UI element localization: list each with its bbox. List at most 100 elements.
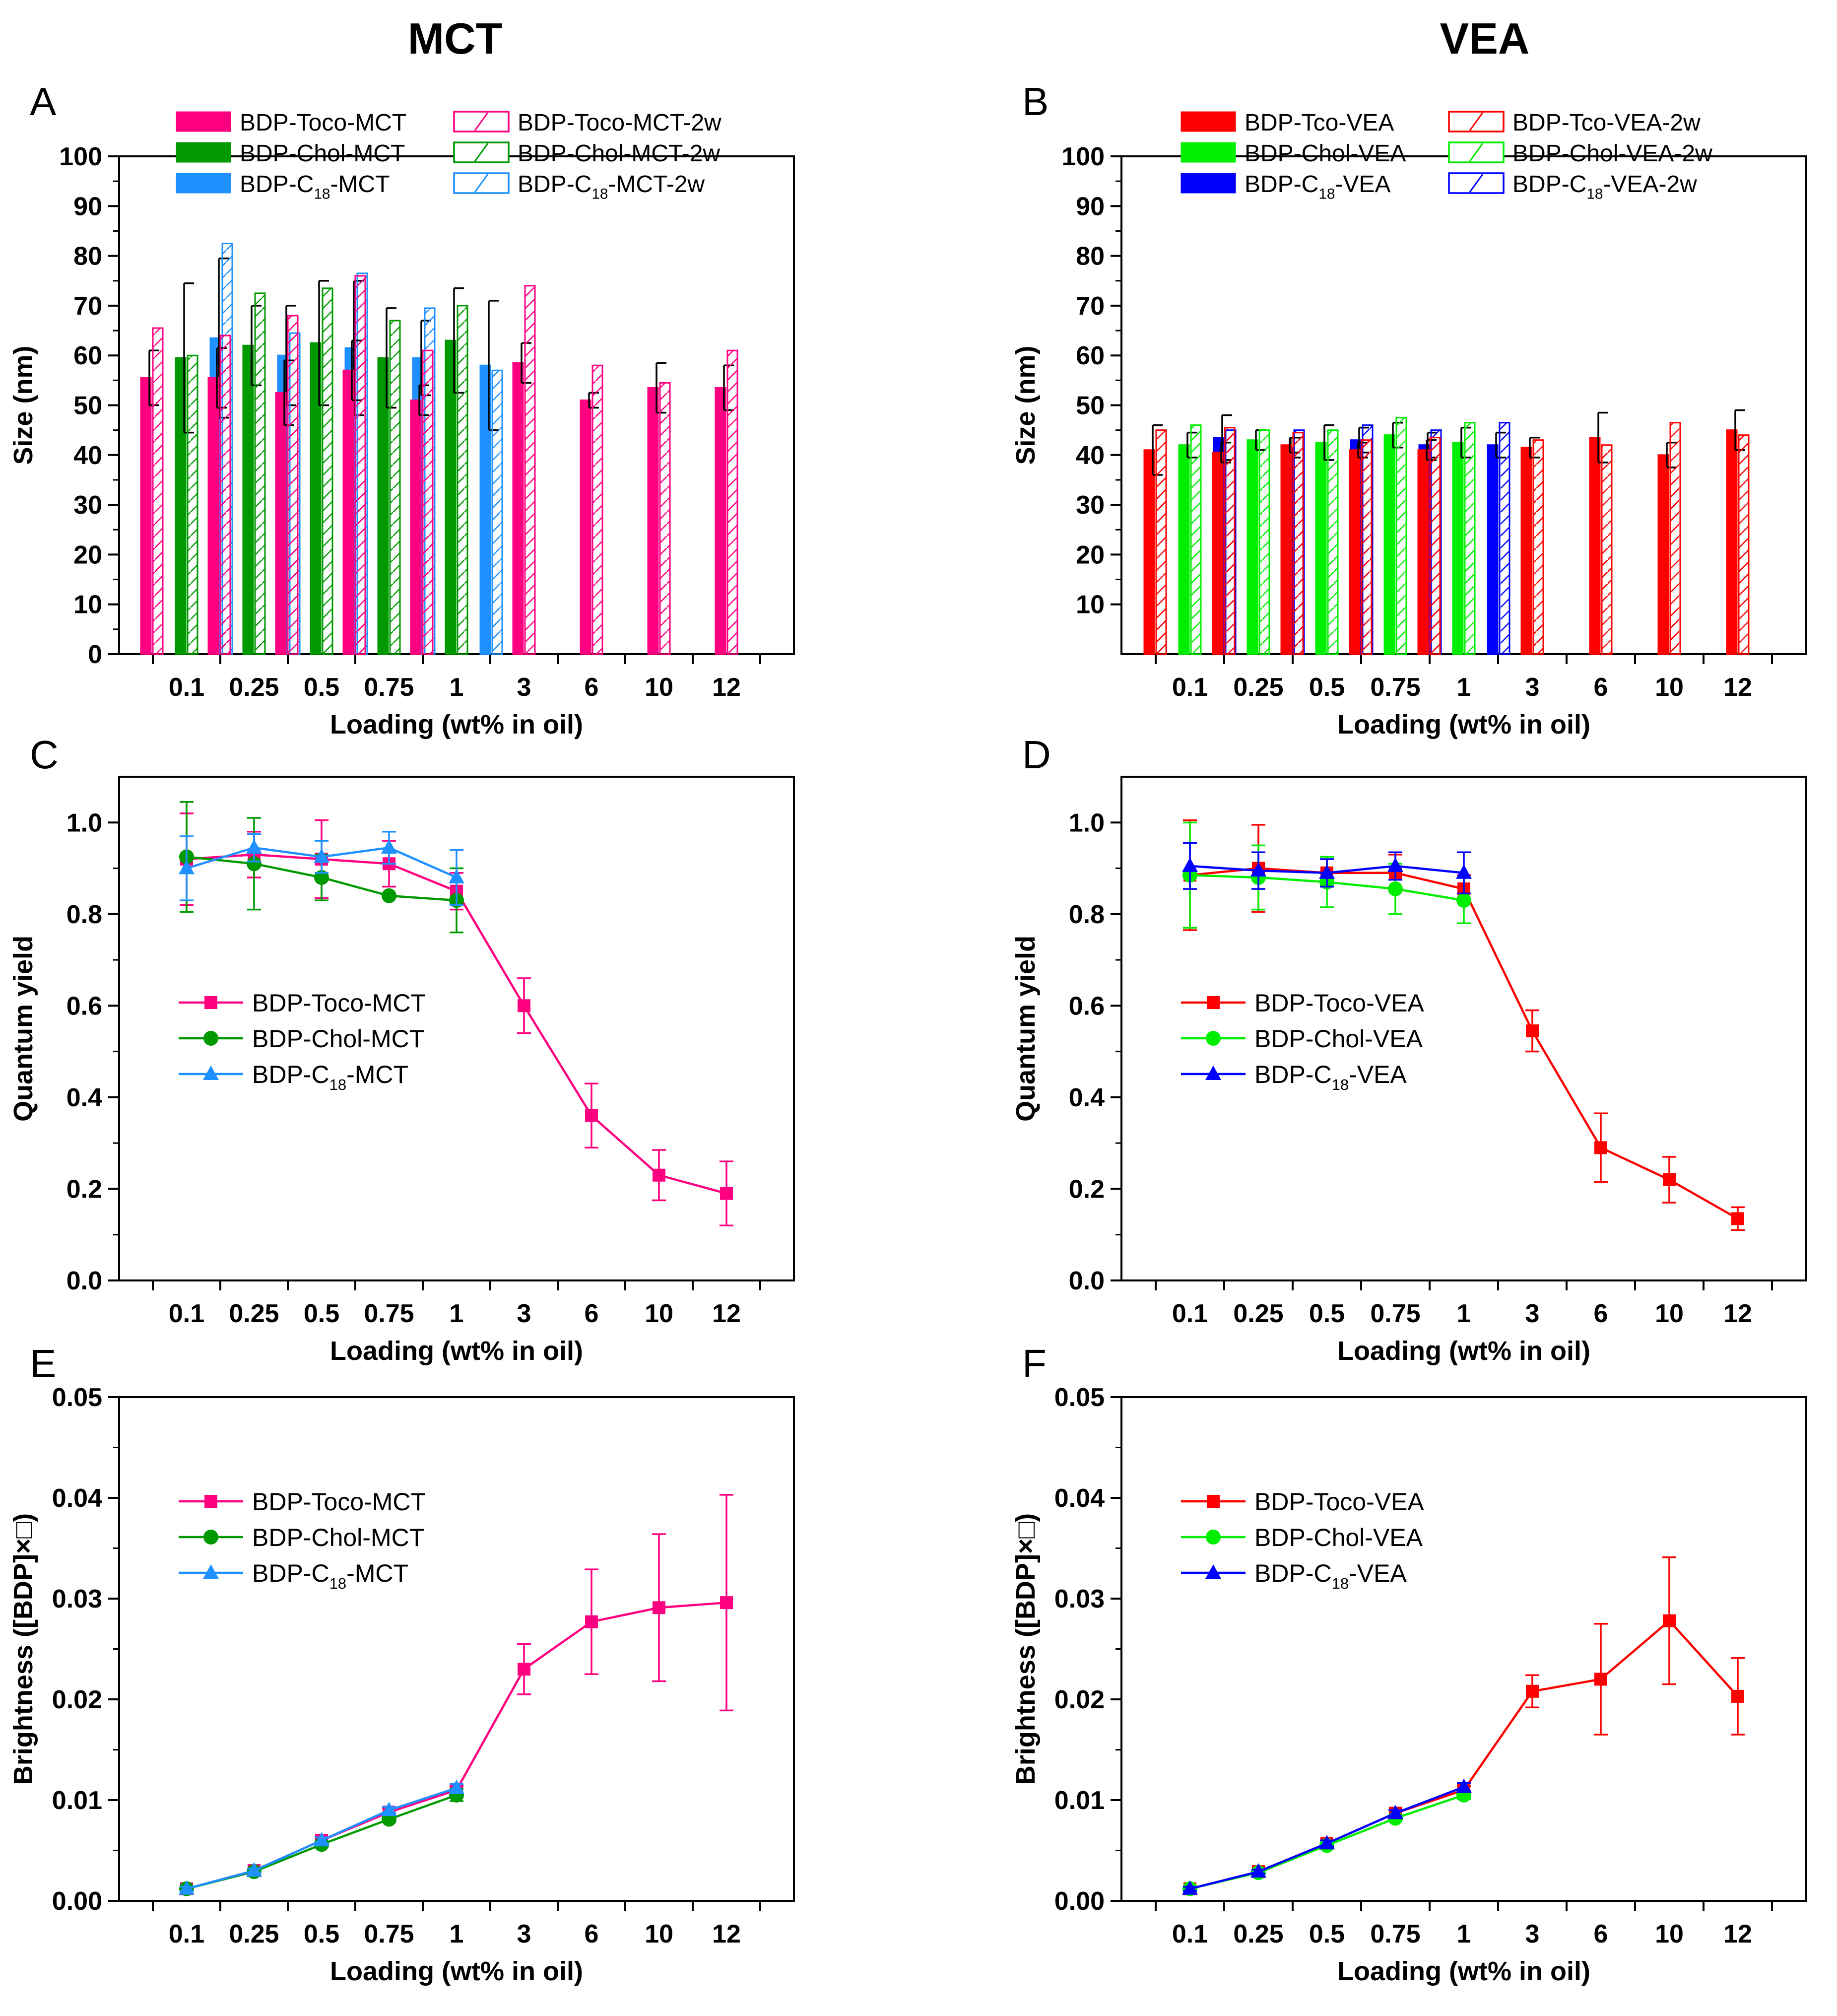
marker-triangle	[1456, 1778, 1472, 1793]
x-axis-label: Loading (wt% in oil)	[330, 1336, 583, 1366]
x-axis-label: Loading (wt% in oil)	[330, 1956, 583, 1986]
y-tick-label: 100	[59, 142, 102, 171]
panel-C: C 0.0 0.2 0.4 0.6 0.8 1.0 0.1 0.25 0.5 0.75 1 3 6 10 12…	[8, 733, 795, 1366]
y-axis-label: Size (nm)	[8, 345, 38, 465]
legend-label-part: -MCT	[346, 1061, 408, 1088]
legend-label: BDP-C18-VEA	[1245, 171, 1390, 202]
legend-label: BDP-Chol-VEA	[1254, 1524, 1423, 1551]
panel-F: F 0.00 0.01 0.02 0.03 0.04 0.05 0.1 0.25 0.5 0.75 1…	[1011, 1342, 1807, 1986]
x-tick-label: 10	[1655, 1299, 1684, 1328]
y-tick-label: 100	[1061, 142, 1105, 171]
bar-filled	[1383, 434, 1395, 655]
marker-square	[1594, 1141, 1607, 1154]
legend-swatch-filled	[176, 142, 231, 163]
series-line	[1189, 1619, 1739, 1890]
x-tick-label: 0.1	[1172, 1299, 1208, 1328]
marker-square	[1731, 1689, 1744, 1703]
marker-square	[1207, 996, 1220, 1009]
bar-hatched	[389, 320, 401, 655]
x-tick-label: 0.75	[1370, 1299, 1420, 1328]
x-tick-label: 6	[1594, 1920, 1608, 1949]
bar-filled	[310, 342, 322, 655]
y-tick-label: 70	[73, 292, 102, 321]
marker-triangle	[1182, 857, 1198, 872]
plot-frame	[118, 776, 795, 1281]
legend-swatch-slash	[1469, 143, 1484, 162]
legend-label-subscript: 18	[1586, 186, 1603, 202]
legend-label-part: BDP-C	[1245, 171, 1318, 198]
series-line	[186, 1601, 727, 1890]
panel-letter: B	[1022, 79, 1049, 124]
legend-swatch-filled	[1181, 142, 1236, 163]
y-tick-label: 0.0	[1069, 1267, 1105, 1295]
marker-triangle	[1319, 1835, 1335, 1850]
y-tick-label: 0.8	[66, 900, 102, 929]
legend-swatch-slash	[1469, 174, 1484, 193]
legend-label: BDP-Chol-VEA	[1254, 1025, 1423, 1053]
bar-hatched	[354, 275, 366, 655]
panel-letter: F	[1022, 1342, 1047, 1386]
marker-triangle	[381, 1802, 397, 1816]
y-axis-label: Quantum yield	[1011, 936, 1041, 1122]
plot-frame	[1120, 776, 1807, 1281]
marker-triangle	[381, 839, 397, 854]
legend-label: BDP-Chol-MCT	[240, 140, 405, 167]
y-axis-label: Size (nm)	[1011, 345, 1041, 465]
bar-filled	[1487, 444, 1499, 655]
x-axis-label: Loading (wt% in oil)	[330, 710, 583, 739]
bar-filled	[1349, 449, 1361, 655]
legend-swatch-filled	[1181, 173, 1236, 194]
y-tick-label: 0.00	[1054, 1887, 1105, 1916]
x-tick-label: 0.75	[364, 1299, 414, 1328]
panel-A: A 0 10 20 30 40 50 60 70 80 90 100 0.1 0.25 0.5 0.75 1 3 6…	[8, 79, 795, 739]
bar-filled	[1452, 442, 1464, 655]
bar-filled	[512, 362, 524, 655]
y-tick-label: 0.05	[52, 1383, 102, 1412]
marker-square	[1526, 1024, 1539, 1038]
y-tick-label: 0	[88, 640, 102, 669]
y-tick-label: 50	[73, 392, 102, 420]
panel-letter: E	[30, 1342, 56, 1386]
x-tick-label: 10	[645, 1299, 673, 1328]
legend-label: BDP-Toco-MCT	[240, 110, 406, 136]
marker-triangle	[246, 839, 262, 854]
legend-label: BDP-C18-VEA-2w	[1512, 171, 1697, 202]
bar-filled	[1212, 452, 1224, 655]
x-tick-label: 0.75	[1370, 1920, 1420, 1949]
bar-hatched	[1327, 429, 1339, 655]
y-tick-label: 0.8	[1069, 900, 1105, 929]
panel-B: B 10 20 30 40 50 60 70 80 90 100 0.1 0.25 0.5 0.75 1 3 6 1…	[1011, 79, 1807, 739]
bar-hatched	[1499, 422, 1510, 655]
bar-hatched	[1738, 434, 1750, 655]
y-axis-label: Brightness ([BDP]×□)	[1011, 1513, 1041, 1785]
x-tick-label: 1	[1457, 1299, 1471, 1328]
bar-filled	[1417, 449, 1429, 655]
x-tick-label: 12	[712, 673, 741, 702]
marker-square	[653, 1168, 665, 1182]
bar-filled	[207, 377, 219, 655]
bar-hatched	[287, 315, 299, 655]
bar-hatched	[187, 354, 198, 655]
x-tick-label: 0.5	[304, 1299, 339, 1328]
x-tick-label: 0.5	[1309, 1299, 1345, 1328]
bar-filled	[1520, 447, 1532, 655]
bar-hatched	[422, 349, 434, 655]
bar-filled	[479, 364, 491, 655]
x-axis-label: Loading (wt% in oil)	[1337, 1336, 1590, 1366]
legend-label: BDP-C18-MCT-2w	[518, 171, 705, 202]
bar-filled	[715, 387, 726, 655]
marker-triangle	[1319, 864, 1335, 879]
marker-triangle	[314, 1832, 329, 1847]
marker-triangle	[1387, 1805, 1403, 1819]
charts-layer: A 0 10 20 30 40 50 60 70 80 90 100 0.1 0.25 0.5 0.75 1 3 6…	[8, 79, 1807, 1986]
bar-hatched	[491, 369, 503, 655]
x-tick-label: 1	[450, 1920, 464, 1949]
legend-label: BDP-Tco-VEA-2w	[1512, 110, 1701, 136]
x-tick-label: 0.75	[1370, 673, 1420, 702]
legend-label: BDP-Toco-VEA	[1254, 1488, 1424, 1516]
marker-square	[518, 999, 530, 1012]
legend-swatch-filled	[1181, 111, 1236, 132]
legend-label: BDP-Chol-MCT-2w	[518, 140, 720, 167]
legend-label-subscript: 18	[329, 1076, 346, 1093]
panel-letter: D	[1022, 733, 1051, 777]
